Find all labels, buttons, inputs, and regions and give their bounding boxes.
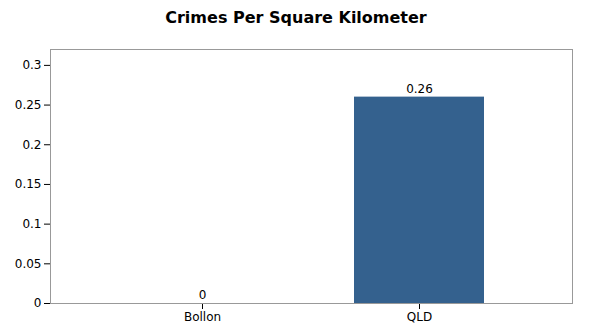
svg-text:0.2: 0.2 bbox=[22, 138, 41, 152]
svg-text:QLD: QLD bbox=[407, 310, 432, 324]
svg-text:0.3: 0.3 bbox=[22, 58, 41, 72]
svg-text:0.25: 0.25 bbox=[15, 98, 42, 112]
html-text:Crimes Per Square Kilometer: Crimes Per Square Kilometer bbox=[165, 8, 427, 27]
svg-text:Bollon: Bollon bbox=[184, 310, 221, 324]
svg-text:0: 0 bbox=[34, 296, 42, 310]
svg-text:0.1: 0.1 bbox=[22, 217, 41, 231]
svg-text:0.05: 0.05 bbox=[15, 257, 42, 271]
svg-text:0.26: 0.26 bbox=[406, 82, 433, 96]
svg-text:0: 0 bbox=[199, 288, 207, 302]
svg-text:0.15: 0.15 bbox=[15, 177, 42, 191]
